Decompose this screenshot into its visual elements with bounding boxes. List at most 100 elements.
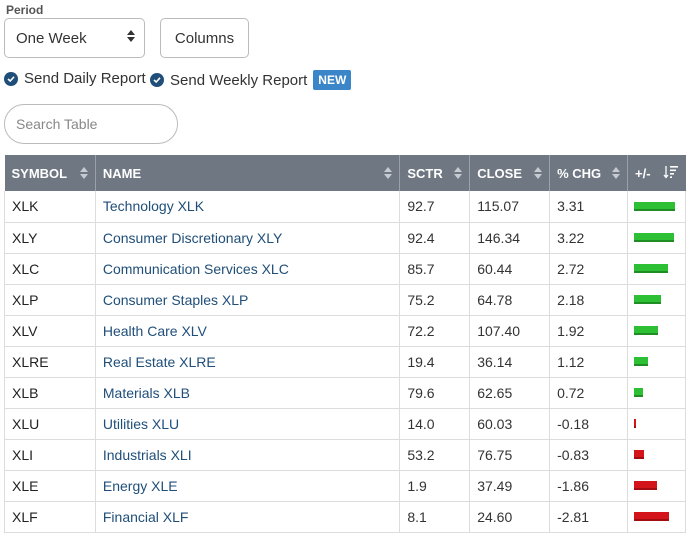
- cell-name-link[interactable]: Industrials XLI: [95, 439, 401, 470]
- sort-icon: [454, 167, 463, 179]
- sort-descending-icon: [662, 165, 679, 182]
- cell-sctr: 92.4: [399, 222, 471, 253]
- positive-change-bar: [633, 264, 668, 273]
- cell-change-bar: [627, 284, 687, 315]
- header-symbol[interactable]: SYMBOL: [4, 155, 96, 191]
- table-row[interactable]: XLV Health Care XLV 72.2 107.40 1.92: [4, 315, 687, 346]
- cell-change-bar: [627, 253, 687, 284]
- header-close-label: CLOSE: [477, 165, 522, 181]
- cell-symbol: XLC: [4, 253, 96, 284]
- cell-name-link[interactable]: Real Estate XLRE: [95, 346, 401, 377]
- cell-change-bar: [627, 191, 687, 222]
- cell-name-link[interactable]: Health Care XLV: [95, 315, 401, 346]
- cell-symbol: XLI: [4, 439, 96, 470]
- sort-icon: [611, 167, 620, 179]
- cell-pct-chg: 1.12: [549, 346, 628, 377]
- positive-change-bar: [633, 357, 648, 366]
- negative-change-bar: [633, 512, 669, 521]
- period-select-value: One Week: [16, 29, 87, 47]
- cell-pct-chg: -1.86: [549, 470, 628, 501]
- daily-report-label: Send Daily Report: [24, 70, 146, 87]
- cell-name-link[interactable]: Consumer Discretionary XLY: [95, 222, 401, 253]
- cell-sctr: 75.2: [399, 284, 471, 315]
- cell-name-link[interactable]: Consumer Staples XLP: [95, 284, 401, 315]
- cell-sctr: 85.7: [399, 253, 471, 284]
- cell-sctr: 79.6: [399, 377, 471, 408]
- table-row[interactable]: XLRE Real Estate XLRE 19.4 36.14 1.12: [4, 346, 687, 377]
- negative-change-bar: [633, 419, 636, 428]
- table-row[interactable]: XLI Industrials XLI 53.2 76.75 -0.83: [4, 439, 687, 470]
- cell-pct-chg: -0.18: [549, 408, 628, 439]
- table-row[interactable]: XLF Financial XLF 8.1 24.60 -2.81: [4, 501, 687, 532]
- daily-report-option[interactable]: Send Daily Report: [4, 70, 146, 87]
- weekly-report-option[interactable]: Send Weekly Report NEW: [150, 70, 352, 90]
- table-row[interactable]: XLY Consumer Discretionary XLY 92.4 146.34 3…: [4, 222, 687, 253]
- positive-change-bar: [633, 326, 658, 335]
- header-plus-minus[interactable]: +/-: [627, 155, 685, 191]
- cell-close: 76.75: [469, 439, 551, 470]
- table-row[interactable]: XLC Communication Services XLC 85.7 60.44 2.…: [4, 253, 687, 284]
- sort-icon: [534, 167, 543, 179]
- sort-icon: [384, 167, 393, 179]
- cell-close: 60.44: [469, 253, 551, 284]
- cell-pct-chg: 2.72: [549, 253, 628, 284]
- positive-change-bar: [633, 388, 643, 397]
- cell-change-bar: [627, 501, 687, 532]
- cell-name-link[interactable]: Materials XLB: [95, 377, 401, 408]
- positive-change-bar: [633, 295, 661, 304]
- search-input[interactable]: [4, 104, 178, 144]
- check-circle-icon: [4, 71, 18, 86]
- cell-symbol: XLB: [4, 377, 96, 408]
- table-row[interactable]: XLK Technology XLK 92.7 115.07 3.31: [4, 191, 687, 222]
- cell-close: 37.49: [469, 470, 551, 501]
- header-symbol-label: SYMBOL: [11, 165, 68, 181]
- header-pct-chg[interactable]: % CHG: [549, 155, 628, 191]
- header-close[interactable]: CLOSE: [469, 155, 551, 191]
- cell-sctr: 8.1: [399, 501, 471, 532]
- positive-change-bar: [633, 233, 674, 242]
- cell-change-bar: [627, 439, 687, 470]
- cell-pct-chg: 0.72: [549, 377, 628, 408]
- negative-change-bar: [633, 481, 657, 490]
- table-row[interactable]: XLE Energy XLE 1.9 37.49 -1.86: [4, 470, 687, 501]
- weekly-report-label: Send Weekly Report: [170, 71, 308, 89]
- select-arrows-icon: [127, 30, 135, 42]
- cell-symbol: XLE: [4, 470, 96, 501]
- cell-close: 115.07: [469, 191, 551, 222]
- cell-symbol: XLK: [4, 191, 96, 222]
- header-name[interactable]: NAME: [95, 155, 401, 191]
- cell-pct-chg: 2.18: [549, 284, 628, 315]
- header-name-label: NAME: [102, 165, 142, 181]
- cell-sctr: 53.2: [399, 439, 471, 470]
- cell-symbol: XLRE: [4, 346, 96, 377]
- cell-name-link[interactable]: Utilities XLU: [95, 408, 401, 439]
- check-circle-icon: [150, 73, 164, 87]
- cell-sctr: 92.7: [399, 191, 471, 222]
- cell-change-bar: [627, 377, 687, 408]
- positive-change-bar: [633, 201, 675, 211]
- cell-change-bar: [627, 470, 687, 501]
- cell-name-link[interactable]: Energy XLE: [95, 470, 401, 501]
- cell-name-link[interactable]: Technology XLK: [95, 191, 401, 222]
- negative-change-bar: [633, 450, 644, 459]
- cell-change-bar: [627, 346, 687, 377]
- sector-table: SYMBOL NAME SCTR CLOSE % CHG +/- XLK Tech…: [4, 155, 687, 533]
- cell-pct-chg: 3.22: [549, 222, 628, 253]
- cell-symbol: XLY: [4, 222, 96, 253]
- table-row[interactable]: XLU Utilities XLU 14.0 60.03 -0.18: [4, 408, 687, 439]
- cell-pct-chg: -2.81: [549, 501, 628, 532]
- cell-name-link[interactable]: Financial XLF: [95, 501, 401, 532]
- cell-name-link[interactable]: Communication Services XLC: [95, 253, 401, 284]
- header-sctr[interactable]: SCTR: [399, 155, 471, 191]
- sort-icon: [79, 167, 88, 179]
- period-select[interactable]: One Week: [4, 18, 145, 58]
- cell-close: 107.40: [469, 315, 551, 346]
- cell-close: 64.78: [469, 284, 551, 315]
- cell-change-bar: [627, 222, 687, 253]
- cell-close: 146.34: [469, 222, 551, 253]
- cell-symbol: XLV: [4, 315, 96, 346]
- table-row[interactable]: XLP Consumer Staples XLP 75.2 64.78 2.18: [4, 284, 687, 315]
- columns-button[interactable]: Columns: [160, 18, 249, 58]
- table-row[interactable]: XLB Materials XLB 79.6 62.65 0.72: [4, 377, 687, 408]
- period-label: Period: [6, 3, 44, 17]
